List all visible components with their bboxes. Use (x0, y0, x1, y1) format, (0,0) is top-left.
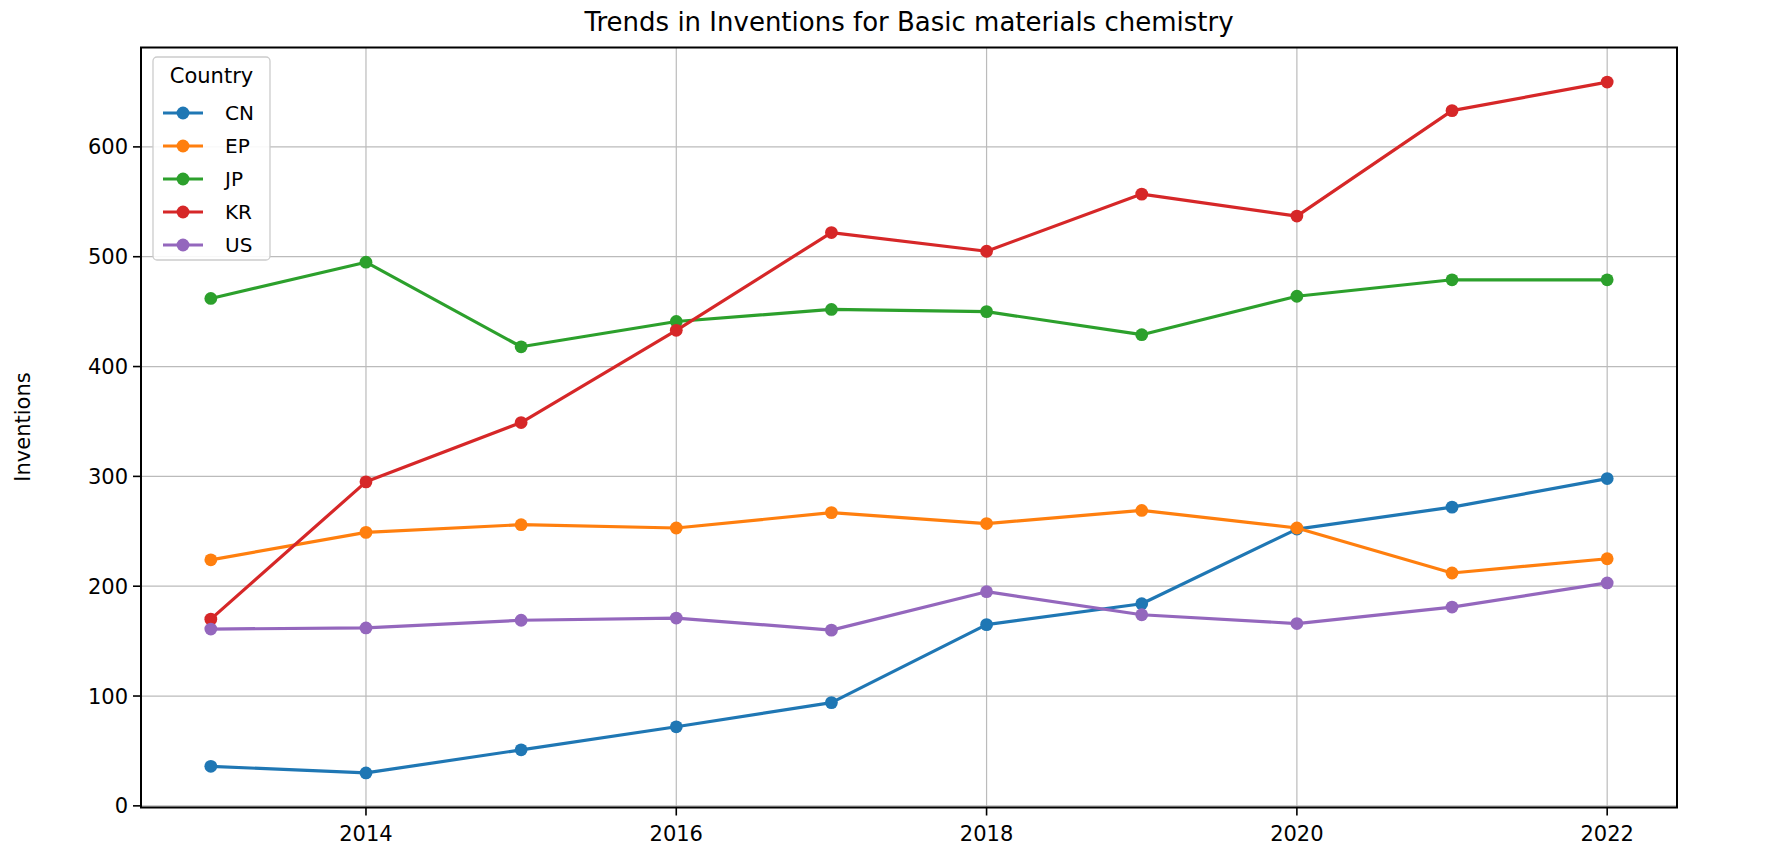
data-point-CN-2019 (1135, 597, 1148, 610)
y-tick-label-600: 600 (88, 135, 128, 159)
legend-label-KR: KR (225, 200, 252, 224)
data-point-KR-2022 (1601, 76, 1614, 89)
data-point-KR-2017 (825, 226, 838, 239)
x-tick-label-2014: 2014 (339, 822, 392, 846)
line-chart: 010020030040050060020142016201820202022 … (0, 0, 1771, 854)
x-tick-label-2016: 2016 (650, 822, 703, 846)
plot-border (141, 48, 1677, 808)
data-point-US-2021 (1446, 601, 1459, 614)
data-point-CN-2021 (1446, 501, 1459, 514)
legend-label-CN: CN (225, 101, 254, 125)
legend-marker-EP (177, 140, 190, 153)
data-point-KR-2020 (1290, 210, 1303, 223)
data-point-KR-2016 (670, 324, 683, 337)
data-point-EP-2017 (825, 506, 838, 519)
data-point-CN-2018 (980, 618, 993, 631)
data-point-CN-2016 (670, 720, 683, 733)
legend-marker-US (177, 239, 190, 252)
y-tick-label-500: 500 (88, 245, 128, 269)
axes-box (141, 48, 1677, 808)
data-point-EP-2013 (204, 553, 217, 566)
data-point-CN-2015 (515, 743, 528, 756)
data-point-CN-2017 (825, 696, 838, 709)
data-point-JP-2022 (1601, 273, 1614, 286)
data-point-CN-2013 (204, 760, 217, 773)
legend-label-EP: EP (225, 134, 250, 158)
data-point-US-2016 (670, 612, 683, 625)
series-line-EP (211, 510, 1607, 573)
data-point-JP-2014 (360, 256, 373, 269)
x-tick-label-2020: 2020 (1270, 822, 1323, 846)
data-point-JP-2019 (1135, 328, 1148, 341)
data-point-EP-2014 (360, 526, 373, 539)
y-tick-label-400: 400 (88, 355, 128, 379)
series-line-US (211, 583, 1607, 630)
data-point-CN-2022 (1601, 472, 1614, 485)
x-tick-label-2018: 2018 (960, 822, 1013, 846)
series-markers-KR (204, 76, 1613, 626)
legend: Country CN EP JP KR US (153, 57, 270, 260)
data-point-JP-2015 (515, 340, 528, 353)
series-line-KR (211, 82, 1607, 619)
data-point-KR-2014 (360, 475, 373, 488)
legend-marker-CN (177, 107, 190, 120)
data-point-EP-2015 (515, 518, 528, 531)
data-point-KR-2015 (515, 416, 528, 429)
legend-label-US: US (225, 233, 252, 257)
data-point-EP-2019 (1135, 504, 1148, 517)
x-tick-label-2022: 2022 (1580, 822, 1633, 846)
legend-marker-KR (177, 206, 190, 219)
legend-label-JP: JP (223, 167, 243, 191)
data-point-US-2017 (825, 624, 838, 637)
series-line-JP (211, 262, 1607, 347)
data-point-US-2015 (515, 614, 528, 627)
y-tick-label-0: 0 (115, 794, 128, 818)
data-point-US-2018 (980, 585, 993, 598)
data-point-JP-2021 (1446, 273, 1459, 286)
series-markers-JP (204, 256, 1613, 353)
data-point-US-2019 (1135, 608, 1148, 621)
data-point-US-2014 (360, 622, 373, 635)
data-point-US-2020 (1290, 617, 1303, 630)
data-point-US-2013 (204, 623, 217, 636)
data-point-EP-2016 (670, 522, 683, 535)
data-point-US-2022 (1601, 577, 1614, 590)
data-point-KR-2018 (980, 245, 993, 258)
tick-marks-and-labels: 0 100 200 300 400 500 600 2014 2016 2018 2020 2022 (88, 135, 1634, 845)
data-point-JP-2018 (980, 305, 993, 318)
data-point-CN-2014 (360, 767, 373, 780)
data-point-KR-2021 (1446, 104, 1459, 117)
y-tick-label-200: 200 (88, 575, 128, 599)
y-tick-label-300: 300 (88, 465, 128, 489)
data-point-EP-2022 (1601, 552, 1614, 565)
data-point-JP-2020 (1290, 290, 1303, 303)
data-point-JP-2017 (825, 303, 838, 316)
data-series (204, 76, 1613, 780)
y-axis-label: Inventions (11, 372, 35, 481)
legend-title: Country (170, 64, 253, 88)
chart-title: Trends in Inventions for Basic materials… (583, 7, 1233, 37)
legend-marker-JP (177, 173, 190, 186)
data-point-JP-2013 (204, 292, 217, 305)
series-markers-US (204, 577, 1613, 637)
data-point-EP-2021 (1446, 567, 1459, 580)
data-point-KR-2019 (1135, 188, 1148, 201)
figure: 010020030040050060020142016201820202022 … (0, 0, 1771, 854)
y-tick-label-100: 100 (88, 685, 128, 709)
data-point-EP-2018 (980, 517, 993, 530)
data-point-EP-2020 (1290, 522, 1303, 535)
gridlines (141, 48, 1677, 808)
